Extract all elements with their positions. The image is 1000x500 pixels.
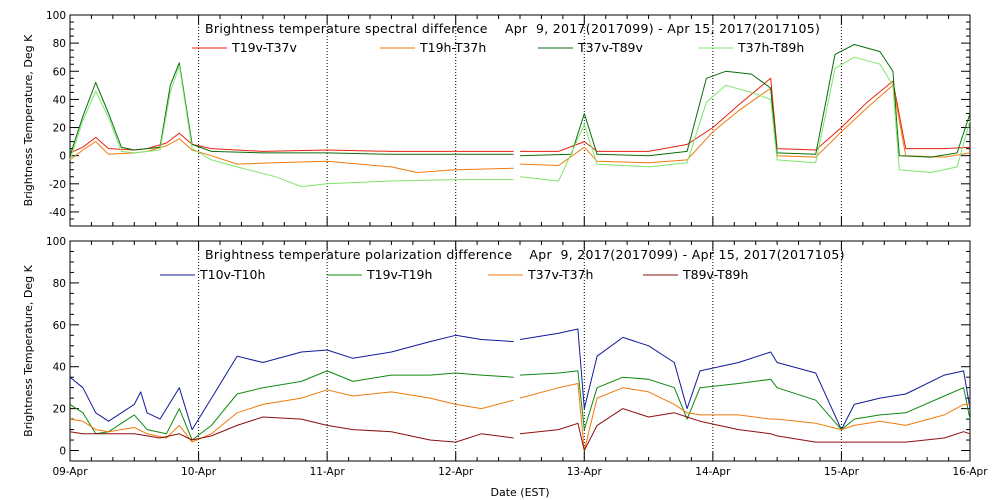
y-tick-label: 100 [46, 10, 66, 22]
spectral-difference-panel: -40 -20 0 20 40 60 80 100 Brightness Temperature… [22, 10, 971, 227]
y-tick-label: 80 [53, 278, 66, 290]
series-line [69, 138, 514, 173]
plot-frame [69, 14, 971, 227]
series-line [519, 328, 971, 431]
series-line [69, 62, 514, 156]
legend-label: T37v-T37h [527, 267, 593, 282]
series-line [69, 389, 514, 443]
y-tick-label: 20 [53, 123, 66, 135]
legend-label: T89v-T89h [682, 267, 748, 282]
y-axis-label: Brightness Temperature, Deg K [22, 34, 35, 206]
x-tick-label: 10-Apr [181, 466, 217, 478]
series-line [519, 56, 971, 182]
x-axis-label: Date (EST) [490, 486, 549, 499]
legend-label: T37h-T89h [737, 40, 804, 55]
legend-label: T19v-T19h [366, 267, 432, 282]
series-line [69, 334, 514, 431]
x-tick-label: 12-Apr [438, 466, 474, 478]
x-tick-label: 11-Apr [310, 466, 346, 478]
chart-title: Brightness temperature polarization diff… [205, 247, 845, 262]
series-line [519, 84, 971, 166]
x-tick-label: 13-Apr [567, 466, 603, 478]
series-line [519, 383, 970, 451]
y-tick-label: 100 [46, 236, 66, 248]
series-line [519, 370, 971, 431]
legend-label: T10v-T10h [199, 267, 265, 282]
y-tick-label: 60 [53, 66, 66, 78]
y-tick-label: 20 [53, 404, 66, 416]
series-line [519, 408, 971, 451]
series-line [520, 77, 971, 152]
y-tick-label: 80 [53, 38, 66, 50]
y-tick-label: 40 [53, 94, 66, 106]
y-tick-label: -40 [49, 207, 66, 219]
series-line [69, 416, 514, 443]
polarization-difference-panel: 0 20 40 60 80 100 09-Apr 10-Apr 11-Apr 12-Apr 13-A… [22, 236, 988, 499]
y-axis-label: Brightness Temperature, Deg K [22, 264, 35, 436]
y-tick-label: 0 [59, 151, 66, 163]
y-tick-label: 0 [59, 446, 66, 458]
y-tick-label: 40 [53, 362, 66, 374]
x-tick-label: 15-Apr [824, 466, 860, 478]
x-tick-label: 14-Apr [695, 466, 731, 478]
x-tick-label: 16-Apr [952, 466, 988, 478]
y-tick-label: 60 [53, 320, 66, 332]
legend-label: T19v-T37v [231, 40, 298, 55]
y-tick-label: -20 [49, 179, 66, 191]
legend-label: T19h-T37h [419, 40, 486, 55]
x-tick-label: 09-Apr [52, 466, 88, 478]
chart-title: Brightness temperature spectral differen… [205, 21, 820, 36]
series-line [69, 370, 514, 441]
legend-label: T37v-T89v [577, 40, 644, 55]
series-line [69, 65, 514, 188]
series-line [69, 132, 514, 154]
series-line [519, 44, 971, 158]
